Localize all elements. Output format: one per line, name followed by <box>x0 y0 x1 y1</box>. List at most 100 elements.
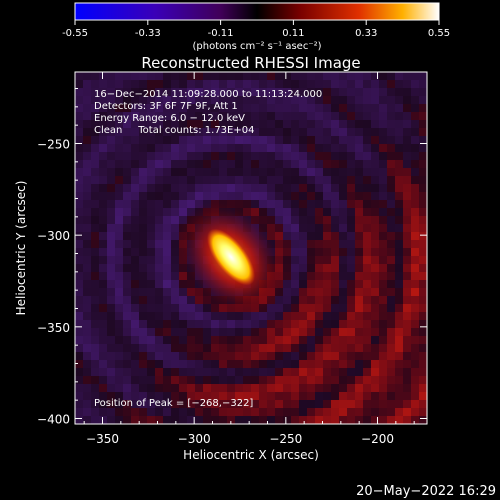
heatmap-pixel <box>307 120 316 129</box>
heatmap-pixel <box>331 120 340 129</box>
heatmap-pixel <box>323 112 332 121</box>
heatmap-pixel <box>307 216 316 225</box>
heatmap-pixel <box>219 320 228 329</box>
heatmap-pixel <box>235 136 244 145</box>
heatmap-pixel <box>147 232 156 241</box>
heatmap-pixel <box>83 200 92 209</box>
heatmap-pixel <box>283 280 292 289</box>
heatmap-pixel <box>339 272 348 281</box>
heatmap-pixel <box>179 216 188 225</box>
heatmap-pixel <box>299 176 308 185</box>
heatmap-pixel <box>331 336 340 345</box>
heatmap-pixel <box>107 192 116 201</box>
heatmap-pixel <box>291 112 300 121</box>
heatmap-pixel <box>387 208 396 217</box>
heatmap-pixel <box>419 232 427 241</box>
heatmap-pixel <box>323 208 332 217</box>
heatmap-pixel <box>75 328 84 337</box>
heatmap-pixel <box>155 144 164 153</box>
heatmap-pixel <box>355 352 364 361</box>
heatmap-pixel <box>147 272 156 281</box>
heatmap-pixel <box>291 144 300 153</box>
heatmap-pixel <box>323 160 332 169</box>
heatmap-pixel <box>171 344 180 353</box>
heatmap-pixel <box>243 344 252 353</box>
heatmap-pixel <box>131 160 140 169</box>
heatmap-pixel <box>267 200 276 209</box>
heatmap-pixel <box>123 208 132 217</box>
heatmap-pixel <box>275 80 284 89</box>
heatmap-pixel <box>243 352 252 361</box>
heatmap-pixel <box>99 200 108 209</box>
heatmap-pixel <box>99 192 108 201</box>
heatmap-pixel <box>91 96 100 105</box>
heatmap-pixel <box>179 264 188 273</box>
heatmap-pixel <box>363 288 372 297</box>
heatmap-pixel <box>347 216 356 225</box>
heatmap-pixel <box>179 344 188 353</box>
heatmap-pixel <box>179 296 188 305</box>
heatmap-pixel <box>379 72 388 81</box>
heatmap-pixel <box>243 96 252 105</box>
heatmap-pixel <box>403 240 412 249</box>
heatmap-pixel <box>91 72 100 81</box>
heatmap-pixel <box>363 96 372 105</box>
heatmap-pixel <box>155 184 164 193</box>
heatmap-pixel <box>147 104 156 113</box>
heatmap-pixel <box>115 128 124 137</box>
heatmap-pixel <box>227 320 236 329</box>
heatmap-pixel <box>123 248 132 257</box>
heatmap-pixel <box>307 184 316 193</box>
heatmap-pixel <box>419 416 427 424</box>
heatmap-pixel <box>147 176 156 185</box>
heatmap-pixel <box>411 184 420 193</box>
heatmap-pixel <box>283 400 292 409</box>
heatmap-pixel <box>99 376 108 385</box>
heatmap-pixel <box>251 208 260 217</box>
heatmap-pixel <box>331 320 340 329</box>
heatmap-pixel <box>163 216 172 225</box>
heatmap-pixel <box>171 224 180 233</box>
heatmap-pixel <box>371 392 380 401</box>
heatmap-pixel <box>387 200 396 209</box>
heatmap-pixel <box>419 376 427 385</box>
heatmap-pixel <box>91 280 100 289</box>
heatmap-pixel <box>331 376 340 385</box>
heatmap-pixel <box>195 200 204 209</box>
heatmap-pixel <box>115 240 124 249</box>
heatmap-pixel <box>419 176 427 185</box>
heatmap-pixel <box>347 280 356 289</box>
colorbar-tick-label: -0.55 <box>62 28 88 39</box>
heatmap-pixel <box>243 152 252 161</box>
heatmap-pixel <box>139 240 148 249</box>
heatmap-pixel <box>299 344 308 353</box>
heatmap-pixel <box>131 320 140 329</box>
heatmap-pixel <box>259 120 268 129</box>
heatmap-pixel <box>195 304 204 313</box>
heatmap-pixel <box>331 224 340 233</box>
heatmap-pixel <box>395 248 404 257</box>
heatmap-pixel <box>355 360 364 369</box>
heatmap-pixel <box>243 384 252 393</box>
heatmap-pixel <box>139 416 148 424</box>
heatmap-pixel <box>195 416 204 424</box>
heatmap-pixel <box>163 80 172 89</box>
heatmap-pixel <box>315 240 324 249</box>
heatmap-pixel <box>411 352 420 361</box>
heatmap-pixel <box>267 152 276 161</box>
heatmap-pixel <box>147 192 156 201</box>
heatmap-pixel <box>107 104 116 113</box>
heatmap-pixel <box>387 176 396 185</box>
heatmap-pixel <box>323 192 332 201</box>
heatmap-pixel <box>307 384 316 393</box>
heatmap-pixel <box>91 336 100 345</box>
heatmap-pixel <box>75 224 84 233</box>
heatmap-pixel <box>243 312 252 321</box>
heatmap-pixel <box>411 240 420 249</box>
heatmap-pixel <box>219 144 228 153</box>
heatmap-pixel <box>163 296 172 305</box>
heatmap-pixel <box>99 368 108 377</box>
heatmap-pixel <box>291 344 300 353</box>
heatmap-pixel <box>275 192 284 201</box>
heatmap-pixel <box>123 280 132 289</box>
